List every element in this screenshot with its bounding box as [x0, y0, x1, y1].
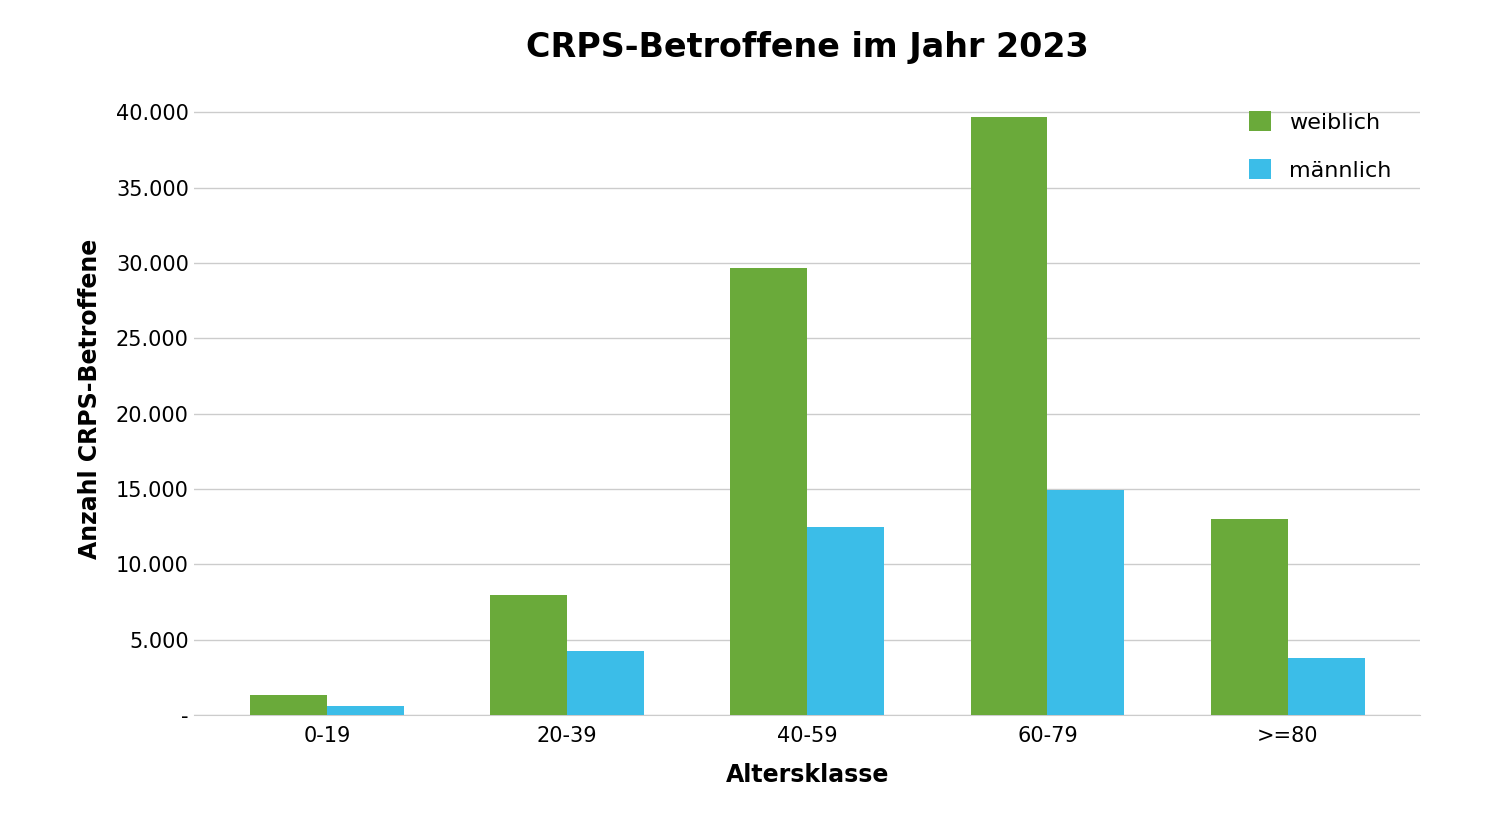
- Bar: [970, 118, 1048, 715]
- Y-axis label: Anzahl CRPS-Betroffene: Anzahl CRPS-Betroffene: [78, 238, 102, 559]
- Bar: [327, 706, 404, 715]
- Title: CRPS-Betroffene im Jahr 2023: CRPS-Betroffene im Jahr 2023: [526, 31, 1088, 64]
- Bar: [567, 651, 644, 715]
- Bar: [1211, 519, 1287, 715]
- Bar: [1287, 658, 1365, 715]
- Bar: [731, 269, 807, 715]
- Bar: [1048, 490, 1124, 715]
- Bar: [490, 595, 567, 715]
- Bar: [250, 695, 327, 715]
- Legend: weiblich, männlich: weiblich, männlich: [1232, 94, 1410, 199]
- X-axis label: Altersklasse: Altersklasse: [725, 763, 890, 787]
- Bar: [807, 527, 884, 715]
